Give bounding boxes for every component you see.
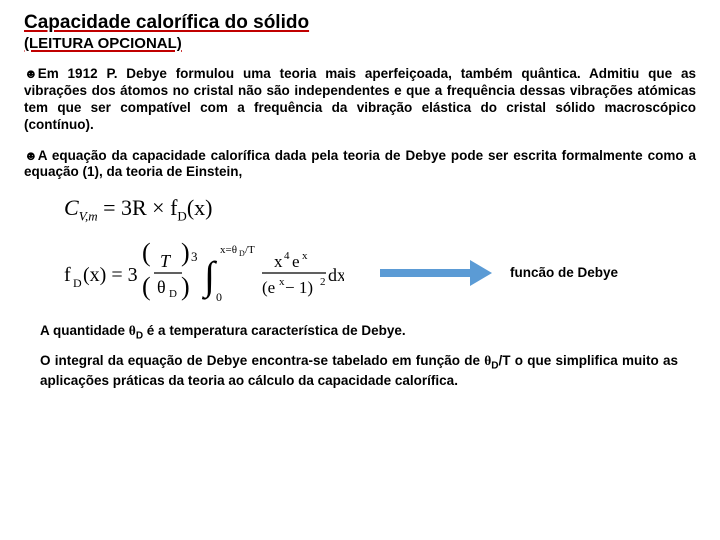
equation-1-text: CV,m = 3R × fD(x) — [64, 195, 212, 220]
svg-text:x: x — [274, 252, 283, 271]
svg-text:dx: dx — [328, 265, 344, 285]
svg-text:(x) = 3: (x) = 3 — [83, 264, 138, 286]
eq1-x: (x) — [187, 195, 213, 220]
svg-text:D: D — [169, 288, 177, 300]
paragraph-2: ☻A equação da capacidade calorífica dada… — [24, 148, 696, 182]
equation-2: f D (x) = 3 ( ( T θ D ) ) 3 ∫ x=θ D /T 0… — [64, 239, 344, 307]
svg-text:x: x — [302, 250, 308, 262]
svg-text:θ: θ — [157, 277, 166, 297]
svg-text:(: ( — [142, 272, 151, 301]
bullet-icon: ☻ — [24, 148, 38, 164]
paragraph-1-text: Em 1912 P. Debye formulou uma teoria mai… — [24, 66, 696, 132]
theta-sub-d: D — [136, 330, 143, 341]
theta-symbol: θ — [129, 323, 136, 338]
svg-text:3: 3 — [191, 249, 198, 264]
page-title: Capacidade calorífica do sólido — [24, 12, 696, 34]
para3-pre: A quantidade — [40, 323, 129, 338]
paragraph-1: ☻Em 1912 P. Debye formulou uma teoria ma… — [24, 66, 696, 134]
eq1-Vm: V,m — [79, 209, 98, 224]
eq1-C: C — [64, 195, 79, 220]
svg-text:/T: /T — [245, 244, 255, 256]
svg-text:2: 2 — [320, 276, 326, 288]
svg-text:4: 4 — [284, 250, 290, 262]
equation-1: CV,m = 3R × fD(x) — [64, 195, 696, 224]
eq1-eq: = 3R × f — [98, 195, 178, 220]
svg-text:f: f — [64, 264, 71, 286]
arrow-head — [470, 260, 492, 286]
eq1-D: D — [177, 209, 186, 224]
para4-pre: O integral da equação de Debye encontra-… — [40, 353, 484, 368]
svg-text:− 1): − 1) — [285, 278, 313, 297]
svg-text:D: D — [73, 276, 82, 290]
paragraph-4: O integral da equação de Debye encontra-… — [40, 353, 678, 390]
equation-2-row: f D (x) = 3 ( ( T θ D ) ) 3 ∫ x=θ D /T 0… — [64, 239, 696, 307]
svg-text:e: e — [292, 252, 300, 271]
svg-text:(e: (e — [262, 278, 275, 297]
debye-function-label: funcão de Debye — [510, 265, 618, 280]
para3-post: é a temperatura característica de Debye. — [143, 323, 406, 338]
theta-sub-d: D — [491, 361, 498, 372]
svg-text:T: T — [160, 251, 172, 271]
arrow-line — [380, 269, 470, 277]
svg-text:): ) — [181, 272, 190, 301]
paragraph-2-text: A equação da capacidade calorífica dada … — [24, 148, 696, 180]
svg-text:x=θ: x=θ — [220, 244, 237, 256]
svg-text:0: 0 — [216, 290, 222, 304]
bullet-icon: ☻ — [24, 66, 38, 82]
svg-text:): ) — [181, 239, 190, 267]
page-subtitle: (LEITURA OPCIONAL) — [24, 35, 696, 52]
arrow-icon — [380, 260, 492, 286]
paragraph-3: A quantidade θD é a temperatura caracter… — [40, 323, 696, 343]
svg-text:(: ( — [142, 239, 151, 267]
